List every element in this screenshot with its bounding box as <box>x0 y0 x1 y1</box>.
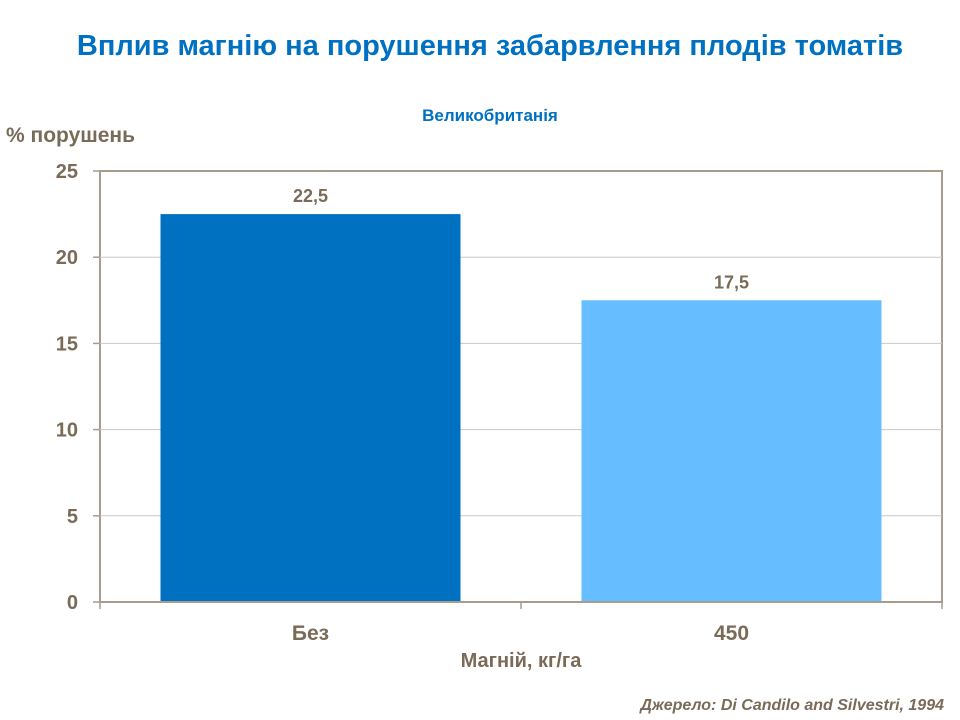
x-tick-label: 450 <box>714 622 749 645</box>
y-tick-label: 20 <box>56 247 78 269</box>
y-axis-label: % порушень <box>6 124 136 147</box>
x-axis-label: Магній, кг/га <box>461 650 583 672</box>
y-tick-label: 15 <box>56 333 78 355</box>
chart-subtitle: Великобританія <box>422 106 558 125</box>
y-tick-label: 0 <box>67 592 78 614</box>
chart-title: Вплив магнію на порушення забарвлення пл… <box>76 30 904 62</box>
y-tick-label: 10 <box>56 420 78 442</box>
bar-450 <box>581 300 882 602</box>
data-label: 22,5 <box>293 186 328 206</box>
y-tick-label: 25 <box>56 161 78 183</box>
bar-Без <box>160 214 461 602</box>
data-label: 17,5 <box>714 272 749 292</box>
y-tick-label: 5 <box>67 506 78 528</box>
source-note: Джерело: Di Candilo and Silvestri, 1994 <box>640 697 944 714</box>
x-tick-label: Без <box>292 622 329 645</box>
